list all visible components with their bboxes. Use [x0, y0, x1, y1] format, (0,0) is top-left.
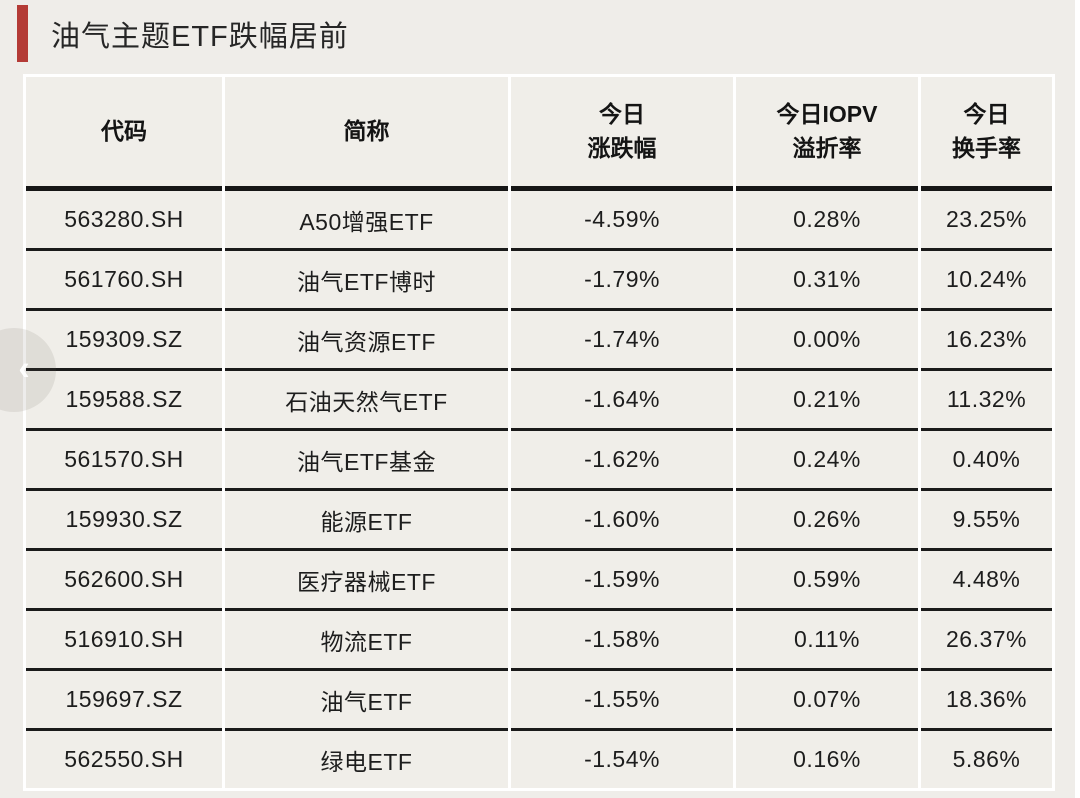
cell-turnover: 18.36%	[921, 671, 1052, 731]
cell-turnover: 23.25%	[921, 191, 1052, 251]
title-accent-bar	[17, 5, 28, 62]
cell-name: A50增强ETF	[225, 191, 508, 251]
cell-change: -1.62%	[511, 431, 733, 491]
cell-name: 油气ETF基金	[225, 431, 508, 491]
cell-change: -1.58%	[511, 611, 733, 671]
cell-iopv: 0.11%	[736, 611, 918, 671]
cell-change: -1.64%	[511, 371, 733, 431]
cell-name: 油气ETF博时	[225, 251, 508, 311]
column-header-change: 今日 涨跌幅	[511, 77, 733, 191]
cell-code: 561570.SH	[26, 431, 222, 491]
cell-iopv: 0.07%	[736, 671, 918, 731]
cell-change: -1.54%	[511, 731, 733, 788]
cell-iopv: 0.28%	[736, 191, 918, 251]
column-header-line: 简称	[343, 117, 390, 144]
cell-turnover: 11.32%	[921, 371, 1052, 431]
cell-code: 563280.SH	[26, 191, 222, 251]
cell-turnover: 26.37%	[921, 611, 1052, 671]
cell-code: 516910.SH	[26, 611, 222, 671]
etf-table: 代码 简称 今日 涨跌幅 今日IOPV 溢折率 今日 换手率 563280.SH	[23, 74, 1055, 791]
column-header-line: 今日IOPV	[776, 101, 878, 128]
column-header-line: 代码	[101, 117, 147, 144]
cell-change: -1.55%	[511, 671, 733, 731]
cell-code: 159309.SZ	[26, 311, 222, 371]
cell-name: 油气资源ETF	[225, 311, 508, 371]
cell-change: -4.59%	[511, 191, 733, 251]
etf-table-grid: 代码 简称 今日 涨跌幅 今日IOPV 溢折率 今日 换手率 563280.SH	[26, 77, 1052, 788]
column-header-line: 涨跌幅	[587, 134, 657, 161]
cell-change: -1.59%	[511, 551, 733, 611]
cell-turnover: 0.40%	[921, 431, 1052, 491]
right-edge-strip	[1075, 0, 1080, 798]
cell-turnover: 16.23%	[921, 311, 1052, 371]
column-header-line: 今日	[599, 101, 645, 128]
section-title: 油气主题ETF跌幅居前	[17, 5, 349, 62]
cell-code: 562600.SH	[26, 551, 222, 611]
cell-turnover: 5.86%	[921, 731, 1052, 788]
cell-code: 561760.SH	[26, 251, 222, 311]
column-header-name: 简称	[225, 77, 508, 191]
cell-change: -1.74%	[511, 311, 733, 371]
cell-name: 油气ETF	[225, 671, 508, 731]
chevron-left-icon: ‹	[18, 349, 30, 388]
cell-name: 石油天然气ETF	[225, 371, 508, 431]
cell-turnover: 10.24%	[921, 251, 1052, 311]
cell-iopv: 0.16%	[736, 731, 918, 788]
column-header-line: 今日	[963, 101, 1010, 128]
cell-name: 医疗器械ETF	[225, 551, 508, 611]
cell-name: 物流ETF	[225, 611, 508, 671]
cell-turnover: 4.48%	[921, 551, 1052, 611]
cell-code: 159588.SZ	[26, 371, 222, 431]
cell-iopv: 0.26%	[736, 491, 918, 551]
column-header-line: 溢折率	[792, 134, 862, 161]
cell-iopv: 0.24%	[736, 431, 918, 491]
cell-change: -1.79%	[511, 251, 733, 311]
cell-name: 能源ETF	[225, 491, 508, 551]
column-header-turnover: 今日 换手率	[921, 77, 1052, 191]
page-title: 油气主题ETF跌幅居前	[51, 20, 349, 53]
cell-name: 绿电ETF	[225, 731, 508, 788]
column-header-line: 换手率	[952, 134, 1021, 161]
cell-change: -1.60%	[511, 491, 733, 551]
cell-iopv: 0.21%	[736, 371, 918, 431]
column-header-iopv: 今日IOPV 溢折率	[736, 77, 918, 191]
cell-code: 159697.SZ	[26, 671, 222, 731]
cell-iopv: 0.59%	[736, 551, 918, 611]
cell-code: 159930.SZ	[26, 491, 222, 551]
cell-iopv: 0.31%	[736, 251, 918, 311]
cell-turnover: 9.55%	[921, 491, 1052, 551]
column-header-code: 代码	[26, 77, 222, 191]
cell-iopv: 0.00%	[736, 311, 918, 371]
cell-code: 562550.SH	[26, 731, 222, 788]
